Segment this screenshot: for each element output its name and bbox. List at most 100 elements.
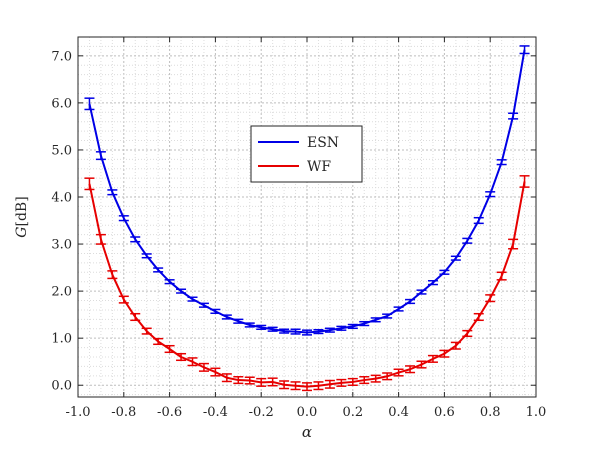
data-point-esn: [176, 288, 187, 294]
data-point-wf: [221, 373, 232, 383]
data-point-esn: [84, 97, 95, 111]
data-point-wf: [416, 360, 427, 369]
y-tick-label: 5.0: [51, 143, 72, 158]
data-point-esn: [359, 320, 370, 327]
y-tick-label: 7.0: [51, 49, 72, 64]
data-point-wf: [130, 312, 141, 322]
data-point-esn: [233, 318, 244, 324]
data-point-wf: [462, 329, 473, 338]
data-point-esn: [187, 296, 198, 302]
data-point-esn: [416, 289, 427, 295]
x-tick-label: -0.2: [249, 405, 274, 420]
data-point-esn: [485, 191, 496, 198]
data-point-esn: [427, 280, 438, 286]
x-tick-label: 0.8: [480, 405, 501, 420]
data-point-esn: [382, 313, 393, 319]
data-point-wf: [405, 365, 416, 374]
data-point-wf: [485, 294, 496, 303]
x-tick-label: 0.2: [342, 405, 363, 420]
data-point-wf: [393, 368, 404, 377]
data-point-esn: [393, 306, 404, 312]
data-point-wf: [244, 376, 255, 385]
data-point-esn: [302, 329, 312, 336]
data-point-esn: [244, 322, 255, 328]
data-point-esn: [473, 216, 484, 225]
y-axis-label-unit: [dB]: [14, 196, 30, 226]
data-point-wf: [176, 352, 187, 362]
data-point-wf: [187, 357, 198, 367]
data-point-esn: [405, 298, 416, 305]
data-point-wf: [427, 354, 438, 363]
data-point-wf: [324, 379, 335, 389]
data-point-wf: [370, 374, 381, 383]
data-point-esn: [347, 323, 358, 330]
data-point-wf: [95, 233, 106, 245]
data-point-wf: [210, 367, 221, 377]
y-axis-label: G[dB]: [14, 196, 30, 237]
data-point-esn: [95, 151, 106, 161]
data-point-esn: [164, 279, 175, 285]
data-point-wf: [279, 380, 290, 390]
data-point-esn: [210, 308, 221, 314]
data-point-wf: [473, 312, 484, 322]
data-point-wf: [508, 238, 519, 250]
y-tick-label: 0.0: [51, 379, 72, 394]
data-point-esn: [141, 253, 152, 259]
data-point-esn: [439, 269, 450, 275]
data-point-wf: [198, 362, 209, 372]
data-point-wf: [382, 372, 393, 381]
data-point-wf: [118, 295, 129, 304]
data-point-wf: [302, 382, 312, 392]
x-tick-label: 1.0: [526, 405, 547, 420]
x-axis-label: α: [302, 423, 312, 441]
y-tick-label: 2.0: [51, 285, 72, 300]
data-point-wf: [336, 378, 347, 387]
y-tick-label: 4.0: [51, 191, 72, 206]
y-tick-label: 6.0: [51, 96, 72, 111]
legend-box: [250, 125, 363, 183]
data-point-wf: [153, 337, 164, 346]
data-point-wf: [439, 349, 450, 358]
y-tick-label: 1.0: [51, 332, 72, 347]
y-axis-label-symbol: G: [14, 227, 30, 238]
x-tick-label: -1.0: [65, 405, 90, 420]
data-point-esn: [256, 324, 267, 330]
data-point-esn: [290, 328, 301, 335]
data-point-esn: [279, 328, 290, 334]
data-point-wf: [256, 377, 267, 387]
data-point-wf: [267, 377, 278, 387]
legend-wf-label: WF: [307, 159, 331, 175]
grid: [78, 36, 536, 397]
data-point-wf: [347, 377, 358, 386]
data-point-esn: [153, 267, 164, 273]
data-point-esn: [130, 236, 141, 243]
data-point-esn: [107, 189, 118, 196]
series-layer: [84, 45, 530, 392]
data-point-esn: [118, 215, 129, 222]
legend-esn-label: ESN: [307, 135, 339, 151]
data-point-wf: [313, 381, 324, 391]
data-point-wf: [233, 376, 244, 385]
x-tick-label: 0.6: [434, 405, 455, 420]
data-point-esn: [370, 317, 381, 323]
data-point-esn: [313, 328, 324, 335]
data-point-esn: [336, 325, 347, 331]
data-point-esn: [198, 302, 209, 308]
x-tick-label: -0.8: [111, 405, 136, 420]
legend: ESN WF: [250, 125, 363, 183]
data-point-esn: [267, 326, 278, 332]
data-point-esn: [496, 159, 507, 166]
x-tick-label: -0.4: [203, 405, 228, 420]
data-point-wf: [141, 327, 152, 335]
data-point-esn: [221, 314, 232, 320]
data-point-esn: [462, 237, 473, 244]
data-point-esn: [519, 45, 530, 55]
data-point-wf: [496, 271, 507, 281]
data-point-wf: [290, 381, 301, 391]
x-tick-label: -0.6: [157, 405, 182, 420]
x-tick-label: 0.4: [388, 405, 409, 420]
data-point-wf: [359, 376, 370, 385]
y-tick-label: 3.0: [51, 238, 72, 253]
data-point-wf: [107, 270, 118, 280]
